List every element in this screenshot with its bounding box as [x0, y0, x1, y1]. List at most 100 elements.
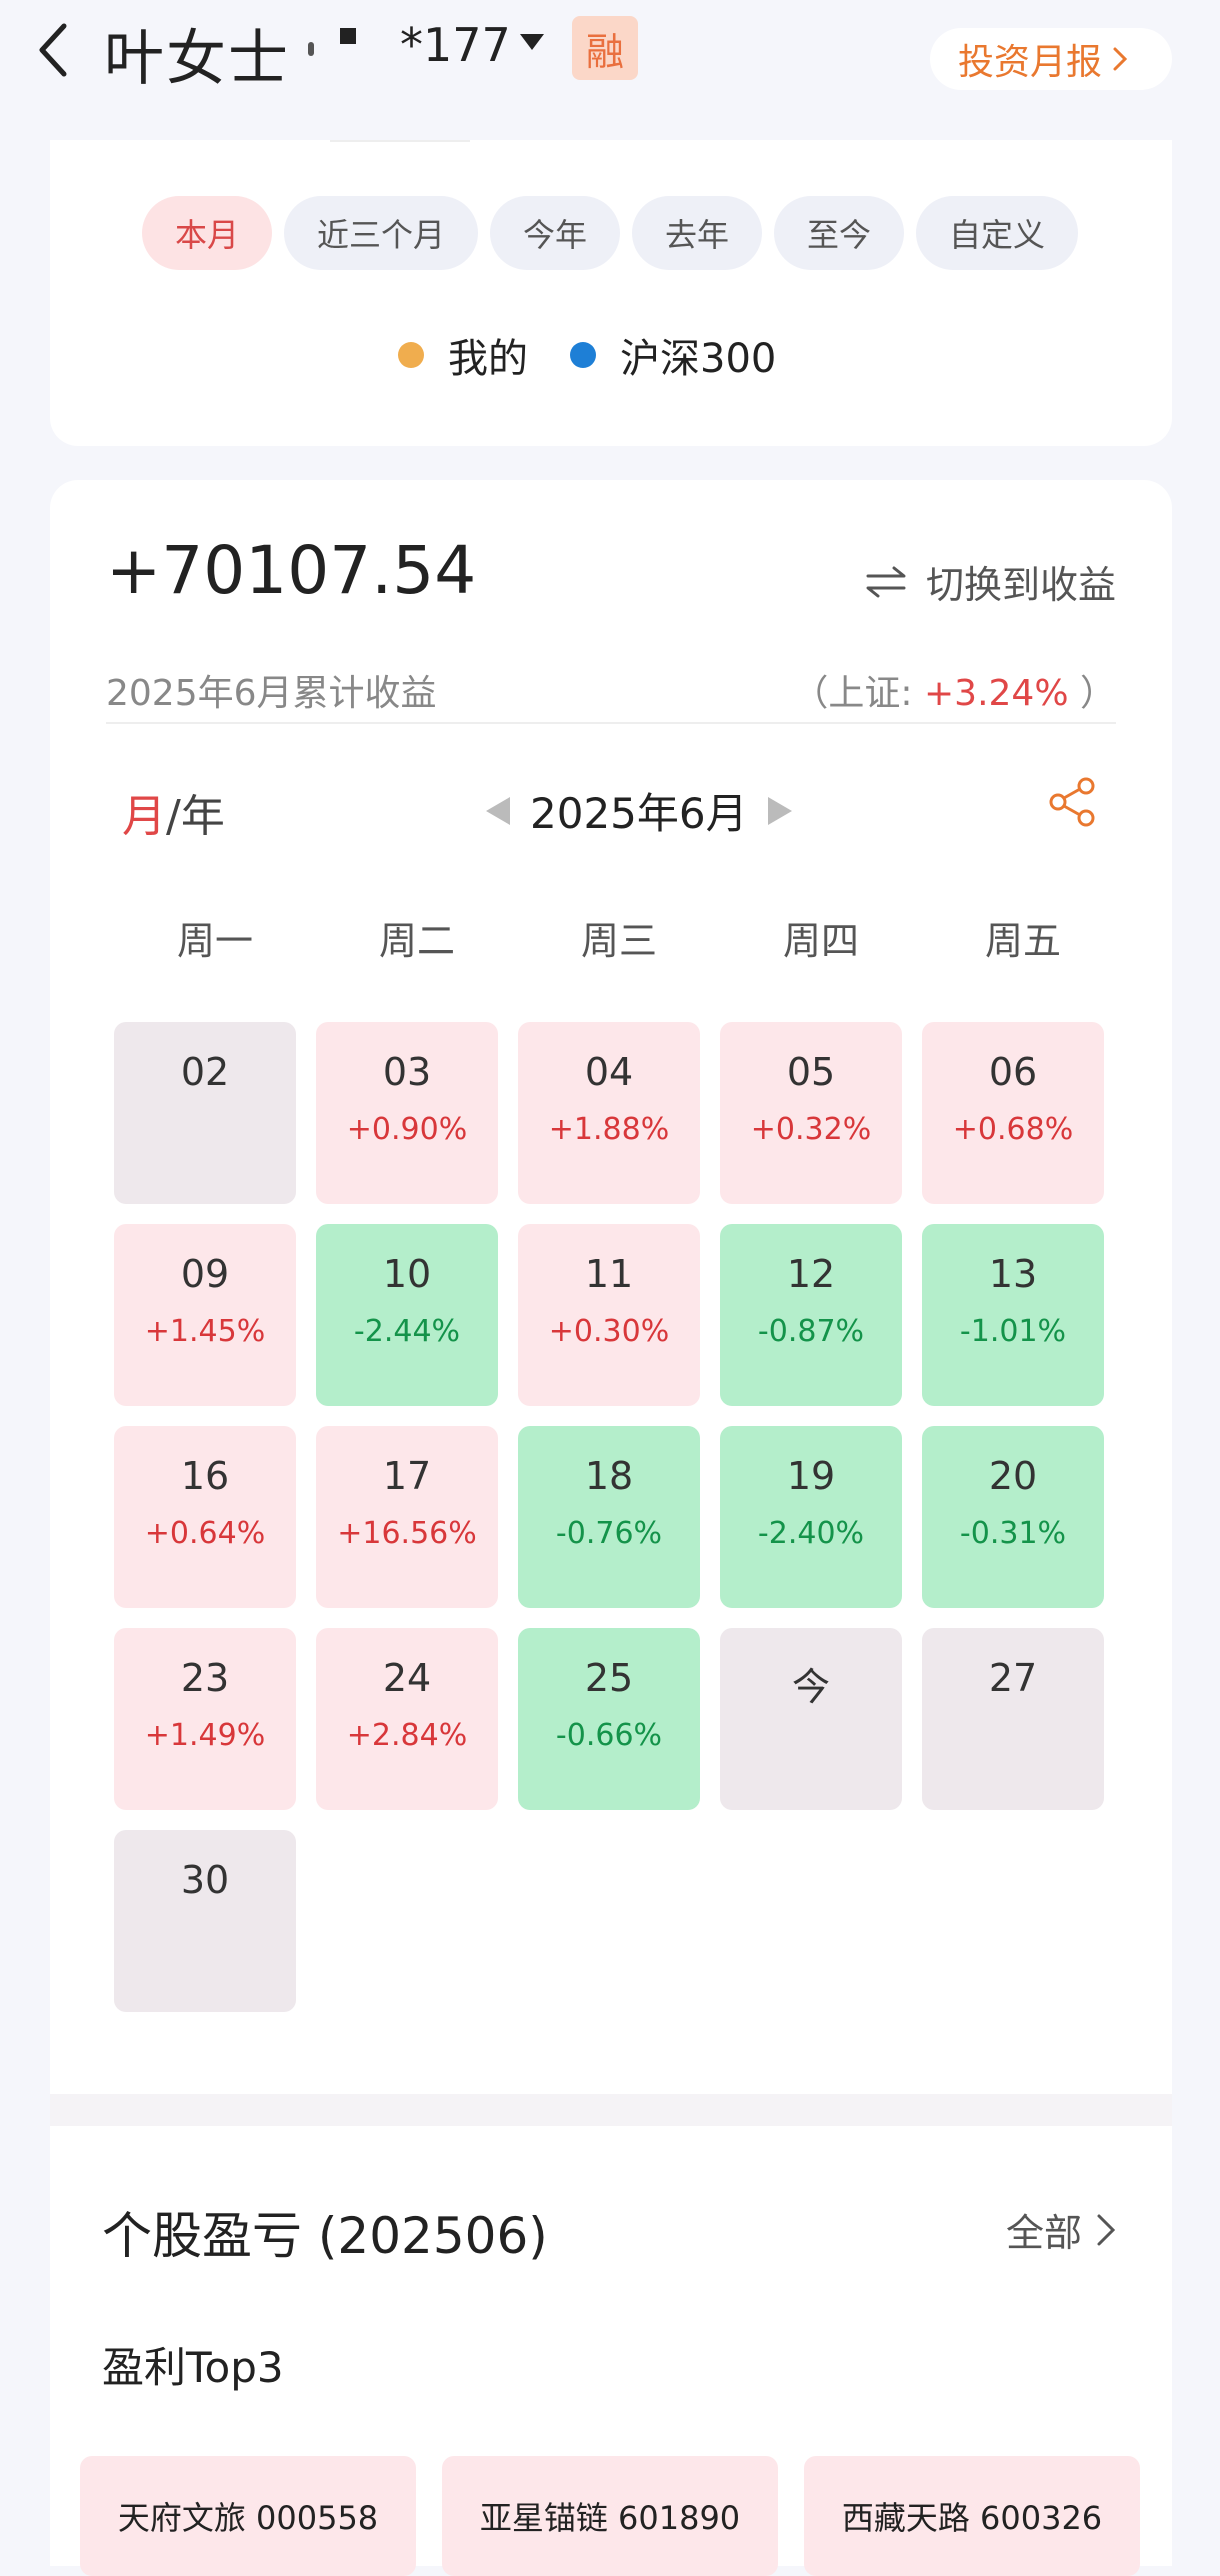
chart-filter-card: 本月 近三个月 今年 去年 至今 自定义 我的 沪深300 [50, 140, 1172, 446]
calendar-day-change: +0.90% [346, 1112, 468, 1147]
account-mask [300, 28, 400, 68]
calendar-day-cell[interactable]: 27 [922, 1628, 1104, 1810]
chart-legend: 我的 沪深300 [398, 326, 800, 384]
calendar-day-change: +1.88% [548, 1112, 670, 1147]
top-bar: 叶女士 *177 融 投资月报 [0, 0, 1220, 140]
index-suffix: ） [1079, 673, 1116, 714]
calendar-day-number: 23 [180, 1656, 230, 1700]
calendar-day-cell[interactable]: 10 -2.44% [316, 1224, 498, 1406]
calendar-day-number: 04 [584, 1050, 634, 1094]
stock-card[interactable]: 西藏天路 600326 [804, 2456, 1140, 2576]
calendar-day-change: +1.45% [144, 1314, 266, 1349]
calendar-day-cell[interactable]: 17 +16.56% [316, 1426, 498, 1608]
switch-to-income-button[interactable]: 切换到收益 [864, 554, 1116, 609]
calendar-day-number: 09 [180, 1252, 230, 1296]
calendar-day-cell[interactable]: 02 [114, 1022, 296, 1204]
tab-to-date[interactable]: 至今 [774, 196, 904, 270]
investment-report-label: 投资月报 [958, 42, 1103, 83]
tab-this-year[interactable]: 今年 [490, 196, 620, 270]
top3-stock-list: 天府文旅 000558 亚星锚链 601890 西藏天路 600326 [80, 2456, 1140, 2576]
toggle-month[interactable]: 月 [122, 791, 166, 842]
weekday-label: 周四 [782, 919, 859, 963]
calendar-day-change: +16.56% [337, 1516, 477, 1551]
stock-pnl-card: 个股盈亏 (202506) 全部 盈利Top3 天府文旅 000558 亚星锚链… [50, 2126, 1172, 2576]
calendar-day-number: 11 [584, 1252, 634, 1296]
calendar-day-cell[interactable]: 04 +1.88% [518, 1022, 700, 1204]
calendar-day-cell[interactable]: 30 [114, 1830, 296, 2012]
tab-last-three-months[interactable]: 近三个月 [284, 196, 478, 270]
calendar-day-change: -0.31% [959, 1516, 1067, 1551]
calendar-day-number: 27 [988, 1656, 1038, 1700]
toggle-year[interactable]: /年 [166, 791, 225, 842]
calendar-day-number: 03 [382, 1050, 432, 1094]
calendar-day-cell[interactable]: 25 -0.66% [518, 1628, 700, 1810]
stock-card[interactable]: 天府文旅 000558 [80, 2456, 416, 2576]
calendar-day-cell[interactable]: 13 -1.01% [922, 1224, 1104, 1406]
calendar-day-number: 30 [180, 1858, 230, 1902]
calendar-day-number: 06 [988, 1050, 1038, 1094]
calendar-day-change: -2.44% [353, 1314, 461, 1349]
account-suffix: *177 [400, 18, 511, 72]
switch-label: 切换到收益 [925, 563, 1116, 607]
weekday-header: 周一 周二 周三 周四 周五 [114, 910, 1124, 965]
view-all-label: 全部 [1005, 2211, 1082, 2255]
swap-arrows-icon [866, 566, 906, 597]
section-separator [50, 2094, 1172, 2126]
calendar-day-number: 13 [988, 1252, 1038, 1296]
calendar-day-cell[interactable]: 16 +0.64% [114, 1426, 296, 1608]
previous-month-icon[interactable] [484, 795, 512, 827]
legend-dot-hs300 [570, 342, 596, 368]
calendar-day-cell[interactable]: 03 +0.90% [316, 1022, 498, 1204]
cumulative-return-label: 2025年6月累计收益 [106, 673, 437, 714]
legend-item-hs300: 沪深300 [570, 326, 776, 384]
calendar-day-change: -1.01% [959, 1314, 1067, 1349]
calendar-day-cell[interactable]: 18 -0.76% [518, 1426, 700, 1608]
tab-last-year[interactable]: 去年 [632, 196, 762, 270]
calendar-day-cell[interactable]: 19 -2.40% [720, 1426, 902, 1608]
calendar-day-cell[interactable]: 12 -0.87% [720, 1224, 902, 1406]
top3-profit-title: 盈利Top3 [102, 2343, 284, 2392]
chevron-right-icon [1113, 47, 1128, 71]
account-name: 叶女士 [104, 24, 290, 94]
calendar-day-cell[interactable]: 09 +1.45% [114, 1224, 296, 1406]
calendar-grid: 02 03 +0.90% 04 +1.88% 05 +0.32% 06 +0.68% 09 +1.4… [114, 1022, 1104, 2012]
calendar-day-change: +0.64% [144, 1516, 266, 1551]
share-icon[interactable] [1046, 776, 1098, 828]
dropdown-caret-icon[interactable] [518, 32, 546, 52]
index-prefix: （上证: [792, 673, 913, 714]
margin-account-badge: 融 [572, 16, 638, 80]
back-arrow-icon[interactable] [34, 18, 74, 82]
calendar-day-number: 今 [791, 1665, 830, 1709]
calendar-day-cell[interactable]: 20 -0.31% [922, 1426, 1104, 1608]
calendar-day-change: +1.49% [144, 1718, 266, 1753]
tab-this-month[interactable]: 本月 [142, 196, 272, 270]
calendar-day-cell[interactable]: 11 +0.30% [518, 1224, 700, 1406]
calendar-day-change: -0.76% [555, 1516, 663, 1551]
calendar-day-change: -0.66% [555, 1718, 663, 1753]
index-comparison: （上证: +3.24% ） [792, 664, 1116, 716]
stock-card[interactable]: 亚星锚链 601890 [442, 2456, 778, 2576]
calendar-day-cell[interactable]: 06 +0.68% [922, 1022, 1104, 1204]
index-value: +3.24% [924, 673, 1069, 714]
calendar-day-number: 05 [786, 1050, 836, 1094]
next-month-icon[interactable] [766, 795, 794, 827]
calendar-day-cell[interactable]: 今 [720, 1628, 902, 1810]
calendar-day-change: +2.84% [346, 1718, 468, 1753]
view-all-link[interactable]: 全部 [1006, 2202, 1116, 2257]
weekday-label: 周一 [176, 919, 253, 963]
calendar-day-number: 16 [180, 1454, 230, 1498]
legend-label-hs300: 沪深300 [620, 336, 777, 382]
tab-custom[interactable]: 自定义 [916, 196, 1078, 270]
calendar-day-number: 25 [584, 1656, 634, 1700]
legend-item-mine: 我的 [398, 326, 528, 384]
calendar-day-change: +0.32% [750, 1112, 872, 1147]
calendar-day-change: +0.30% [548, 1314, 670, 1349]
investment-report-button[interactable]: 投资月报 [930, 28, 1172, 90]
calendar-day-cell[interactable]: 05 +0.32% [720, 1022, 902, 1204]
weekday-label: 周五 [984, 919, 1061, 963]
month-year-toggle[interactable]: 月/年 [122, 780, 225, 844]
calendar-day-cell[interactable]: 23 +1.49% [114, 1628, 296, 1810]
calendar-day-cell[interactable]: 24 +2.84% [316, 1628, 498, 1810]
legend-dot-mine [398, 342, 424, 368]
weekday-label: 周二 [378, 919, 455, 963]
